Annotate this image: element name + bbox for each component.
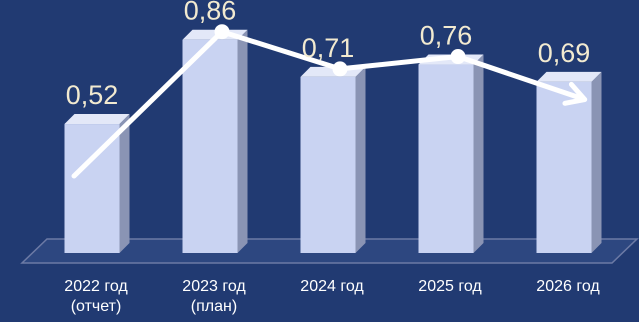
bar-top — [536, 71, 602, 82]
bar-side — [355, 66, 366, 253]
category-label-line: 2023 год — [182, 278, 246, 295]
bar — [536, 71, 602, 253]
value-label: 0,69 — [538, 38, 591, 68]
category-label-line: (отчет) — [71, 298, 122, 315]
value-label: 0,71 — [302, 33, 355, 63]
category-label: 2025 год — [418, 278, 482, 295]
bar-top — [64, 114, 130, 125]
category-label-line: 2026 год — [536, 278, 600, 295]
category-label-line: 2022 год — [64, 278, 128, 295]
bar — [64, 114, 130, 253]
value-label: 0,86 — [184, 0, 237, 26]
bar-front — [536, 81, 592, 253]
trend-marker — [332, 61, 348, 77]
bar-side — [119, 114, 130, 253]
bar-front — [418, 64, 474, 254]
category-label: 2022 год (отчет) — [64, 278, 128, 315]
bar-front — [64, 124, 120, 253]
value-label: 0,76 — [420, 21, 473, 51]
bar-front — [182, 39, 238, 253]
bar-side — [591, 71, 602, 253]
category-label: 2024 год — [300, 278, 364, 295]
trend-marker — [450, 49, 466, 65]
value-label: 0,52 — [66, 80, 119, 110]
category-label-line: (план) — [191, 298, 237, 315]
bar — [182, 29, 248, 253]
bar — [300, 66, 366, 253]
trend-marker — [214, 24, 230, 40]
category-label-line: 2025 год — [418, 278, 482, 295]
bar-side — [473, 54, 484, 253]
bar-front — [300, 76, 356, 253]
bar-side — [237, 29, 248, 253]
category-label: 2023 год (план) — [182, 278, 246, 315]
bar — [418, 54, 484, 254]
category-label-line: 2024 год — [300, 278, 364, 295]
category-label: 2026 год — [536, 278, 600, 295]
